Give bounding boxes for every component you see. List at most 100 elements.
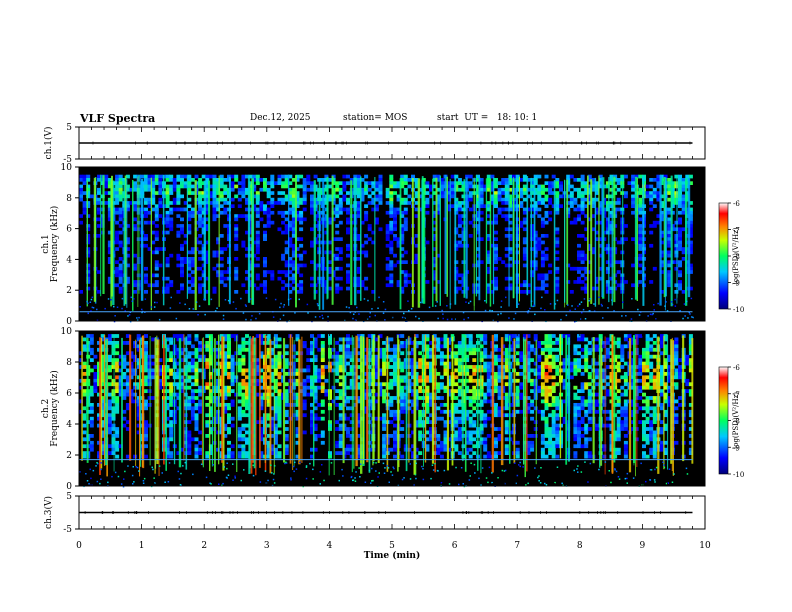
spectrogram-cell [400, 406, 405, 411]
spectrogram-cell [187, 210, 192, 215]
spectrogram-cell [605, 247, 610, 251]
spectrogram-cell [169, 420, 174, 424]
spectrogram-cell [190, 351, 195, 356]
spectrogram-cell [508, 286, 513, 291]
spectrogram-cell [443, 409, 448, 414]
spectrogram-cell [165, 454, 170, 459]
low-freq-speckle [410, 308, 413, 310]
spectrogram-cell [107, 368, 112, 373]
spectrogram-cell [660, 290, 664, 294]
spectrogram-cell [151, 178, 156, 182]
spectrogram-cell [230, 174, 235, 179]
sferic-streak [331, 175, 334, 305]
spectrogram-cell [144, 454, 148, 459]
spectrogram-cell [349, 427, 354, 431]
spectrogram-cell [609, 230, 614, 235]
spectrogram-cell [151, 273, 156, 278]
spectrogram-cell [522, 174, 527, 179]
spectrogram-cell [302, 382, 307, 387]
spectrogram-cell [587, 191, 592, 195]
spectrogram-cell [425, 351, 430, 356]
spectrogram-cell [118, 174, 123, 179]
spectrogram-cell [447, 194, 452, 199]
spectrogram-cell [259, 341, 264, 345]
spectrogram-cell [165, 276, 170, 281]
spectrogram-cell [230, 354, 235, 359]
spectrogram-cell [180, 181, 184, 185]
spectrogram-cell [346, 210, 350, 215]
spectrogram-cell [411, 392, 415, 397]
spectrogram-cell [208, 375, 213, 380]
spectrogram-cell [328, 454, 332, 459]
spectrogram-cell [414, 365, 419, 369]
spectrogram-cell [125, 375, 130, 380]
spectrogram-cell [346, 217, 350, 222]
spectrogram-cell [291, 217, 296, 222]
spectrogram-cell [144, 234, 148, 238]
spectrogram-cell [266, 454, 271, 459]
spectrogram-cell [605, 230, 610, 235]
spectrogram-cell [346, 253, 350, 258]
spectrogram-cell [198, 181, 203, 185]
spectrogram-cell [591, 197, 596, 202]
spectrogram-cell [320, 354, 325, 359]
spectrogram-cell [457, 243, 462, 248]
spectrogram-cell [281, 191, 286, 195]
spectrogram-cell [378, 392, 383, 397]
spectrogram-cell [400, 210, 405, 215]
spectrogram-cell [241, 413, 246, 418]
spectrogram-cell [400, 253, 405, 258]
spectrogram-cell [245, 430, 249, 435]
spectrogram-cell [169, 385, 174, 390]
spectrogram-cell [660, 270, 664, 274]
sferic-streak [566, 179, 569, 305]
low-freq-speckle [153, 306, 156, 308]
spectrogram-cell [324, 230, 329, 235]
spectrogram-cell [425, 191, 430, 195]
spectrogram-cell [530, 237, 535, 241]
spectrogram-cell [248, 283, 253, 288]
spectrogram-cell [450, 187, 455, 192]
spectrogram-cell [450, 174, 455, 179]
spectrogram-cell [360, 197, 365, 202]
sferic-streak [478, 177, 481, 301]
spectrogram-cell [284, 437, 289, 442]
spectrogram-cell [190, 365, 195, 369]
spectrogram-cell [414, 420, 419, 424]
low-freq-speckle [653, 304, 655, 306]
spectrogram-cell [277, 174, 282, 179]
spectrogram-cell [425, 181, 430, 185]
spectrogram-cell [328, 451, 332, 455]
spectrogram-cell [169, 354, 174, 359]
spectrogram-cell [389, 178, 394, 182]
spectrogram-cell [270, 378, 275, 383]
spectrogram-cell [486, 204, 491, 208]
spectrogram-cell [425, 409, 430, 414]
spectrogram-cell [577, 257, 581, 261]
spectrogram-cell [111, 409, 116, 414]
spectrogram-cell [479, 181, 484, 185]
spectrogram-cell [115, 191, 120, 195]
spectrogram-cell [436, 253, 441, 258]
spectrogram-cell [338, 392, 343, 397]
spectrogram-cell [328, 217, 332, 222]
spectrogram-cell [79, 191, 83, 195]
spectrogram-cell [180, 334, 184, 338]
spectrogram-cell [97, 178, 101, 182]
spectrogram-cell [439, 440, 444, 445]
spectrogram-cell [281, 214, 286, 218]
spectrogram-cell [219, 247, 224, 251]
spectrogram-cell [403, 270, 408, 274]
spectrogram-cell [429, 368, 433, 373]
spectrogram-cell [508, 214, 513, 218]
spectrogram-cell [104, 181, 109, 185]
spectrogram-cell [580, 178, 585, 182]
spectrogram-cell [125, 454, 130, 459]
spectrogram-cell [587, 174, 592, 179]
spectrogram-cell [136, 406, 141, 411]
low-freq-speckle [321, 314, 323, 317]
spectrogram-cell [288, 201, 293, 205]
spectrogram-cell [501, 178, 506, 182]
spectrogram-cell [144, 237, 148, 241]
spectrogram-cell [335, 247, 340, 251]
